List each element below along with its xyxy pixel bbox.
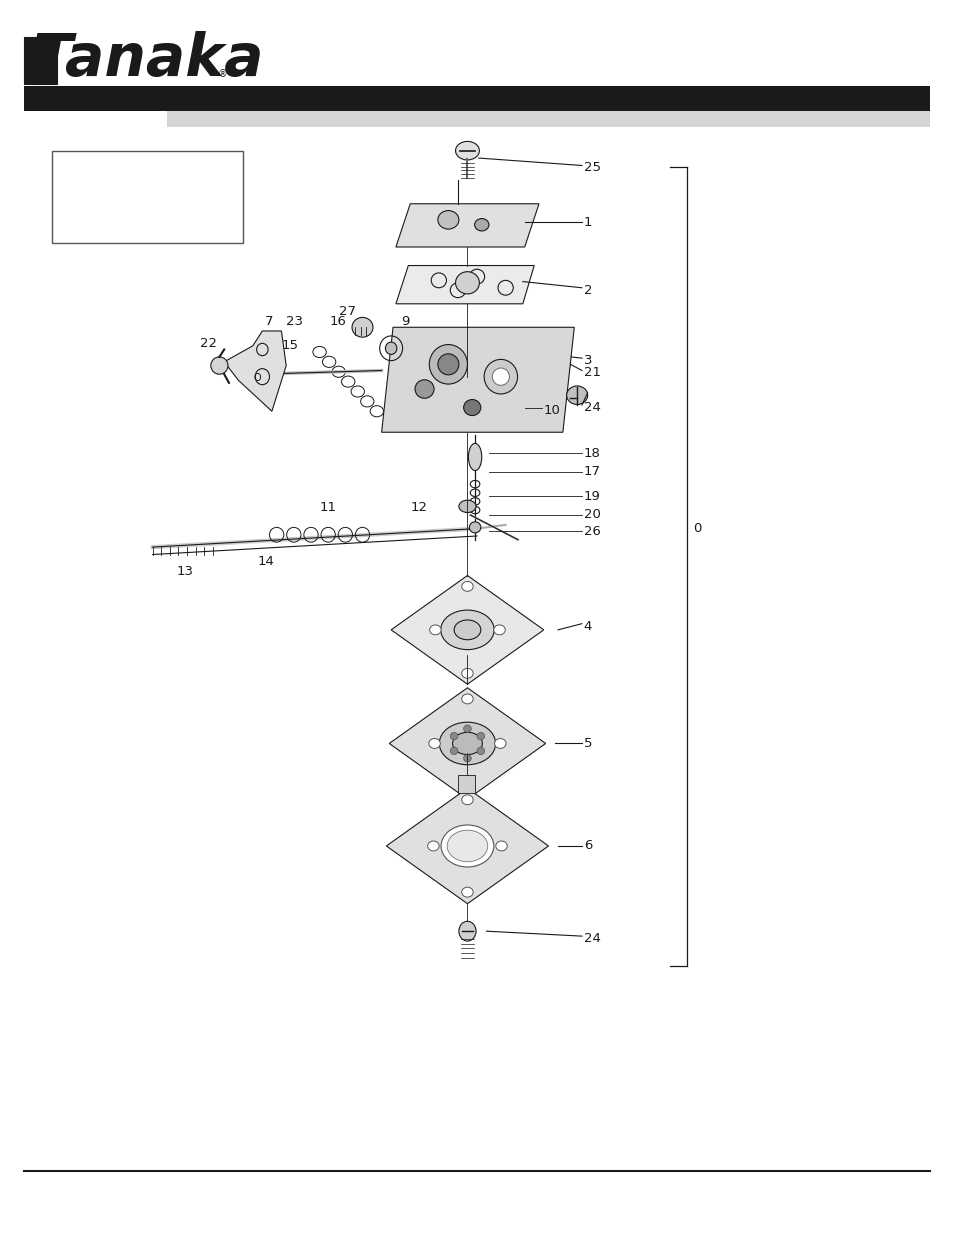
Polygon shape <box>391 576 543 684</box>
Ellipse shape <box>469 521 480 534</box>
Text: 23: 23 <box>286 315 303 327</box>
Text: 3: 3 <box>583 354 592 367</box>
Ellipse shape <box>461 582 473 592</box>
Text: 10: 10 <box>543 404 560 416</box>
Ellipse shape <box>566 385 587 405</box>
Ellipse shape <box>552 358 563 370</box>
Ellipse shape <box>461 668 473 678</box>
Text: 25: 25 <box>583 162 600 174</box>
Ellipse shape <box>415 380 434 398</box>
Text: O: O <box>253 373 261 383</box>
Text: 13: 13 <box>176 566 193 578</box>
Ellipse shape <box>483 359 517 394</box>
Ellipse shape <box>437 211 458 230</box>
Polygon shape <box>389 688 545 799</box>
Ellipse shape <box>494 739 505 748</box>
Ellipse shape <box>476 732 484 740</box>
Ellipse shape <box>452 732 482 755</box>
Ellipse shape <box>463 755 471 762</box>
Ellipse shape <box>455 142 478 161</box>
Polygon shape <box>391 330 541 377</box>
Ellipse shape <box>461 694 473 704</box>
Ellipse shape <box>450 732 457 740</box>
Ellipse shape <box>429 739 440 748</box>
Ellipse shape <box>496 841 507 851</box>
Text: 20: 20 <box>583 509 600 521</box>
Ellipse shape <box>463 400 480 415</box>
Ellipse shape <box>438 722 496 764</box>
Ellipse shape <box>461 887 473 897</box>
Text: 0: 0 <box>693 522 701 535</box>
Polygon shape <box>395 266 534 304</box>
Polygon shape <box>386 788 548 904</box>
Text: 21: 21 <box>583 367 600 379</box>
Text: 24: 24 <box>583 401 600 414</box>
Text: 14: 14 <box>257 556 274 568</box>
Text: 27: 27 <box>338 305 355 317</box>
Ellipse shape <box>351 385 364 396</box>
Ellipse shape <box>458 500 476 513</box>
Ellipse shape <box>437 353 458 374</box>
Ellipse shape <box>494 625 505 635</box>
Ellipse shape <box>492 368 509 385</box>
Text: 12: 12 <box>410 501 427 514</box>
Ellipse shape <box>352 317 373 337</box>
Text: 22: 22 <box>200 337 217 350</box>
Polygon shape <box>395 204 538 247</box>
Bar <box>24 86 929 111</box>
Ellipse shape <box>450 747 457 755</box>
Text: 5: 5 <box>583 737 592 750</box>
Polygon shape <box>381 327 574 432</box>
Ellipse shape <box>468 443 481 471</box>
Ellipse shape <box>461 783 473 793</box>
Ellipse shape <box>332 366 345 378</box>
Ellipse shape <box>545 352 569 377</box>
Ellipse shape <box>211 357 228 374</box>
Bar <box>457 776 475 794</box>
Text: 18: 18 <box>583 447 600 459</box>
Text: ®: ® <box>217 69 227 79</box>
Ellipse shape <box>427 841 438 851</box>
Ellipse shape <box>458 921 476 941</box>
Polygon shape <box>224 331 286 411</box>
Text: 4: 4 <box>583 620 592 632</box>
Text: 9: 9 <box>400 315 409 327</box>
Text: 8: 8 <box>267 343 275 356</box>
Ellipse shape <box>440 825 494 867</box>
Ellipse shape <box>322 356 335 368</box>
Ellipse shape <box>454 620 480 640</box>
Ellipse shape <box>461 795 473 805</box>
Ellipse shape <box>313 346 326 358</box>
Ellipse shape <box>429 345 467 384</box>
Bar <box>167 111 929 127</box>
Text: 7: 7 <box>265 315 274 327</box>
Ellipse shape <box>429 625 440 635</box>
Text: 26: 26 <box>583 525 600 537</box>
Ellipse shape <box>440 610 494 650</box>
Bar <box>24 37 57 84</box>
Text: Tanaka: Tanaka <box>32 31 264 88</box>
Ellipse shape <box>476 747 484 755</box>
Text: 2: 2 <box>583 284 592 296</box>
Bar <box>52 151 243 243</box>
Text: 19: 19 <box>583 490 600 503</box>
Text: 16: 16 <box>329 315 346 327</box>
Ellipse shape <box>455 272 478 294</box>
Text: 17: 17 <box>583 466 600 478</box>
Ellipse shape <box>475 219 488 231</box>
Ellipse shape <box>447 830 487 862</box>
Ellipse shape <box>463 725 471 732</box>
Ellipse shape <box>370 405 383 417</box>
Text: 11: 11 <box>319 501 336 514</box>
Ellipse shape <box>341 375 355 388</box>
Ellipse shape <box>360 395 374 408</box>
Ellipse shape <box>385 342 396 354</box>
Text: 1: 1 <box>583 216 592 228</box>
Text: 6: 6 <box>583 840 592 852</box>
Text: 15: 15 <box>281 340 298 352</box>
Text: 24: 24 <box>583 932 600 945</box>
